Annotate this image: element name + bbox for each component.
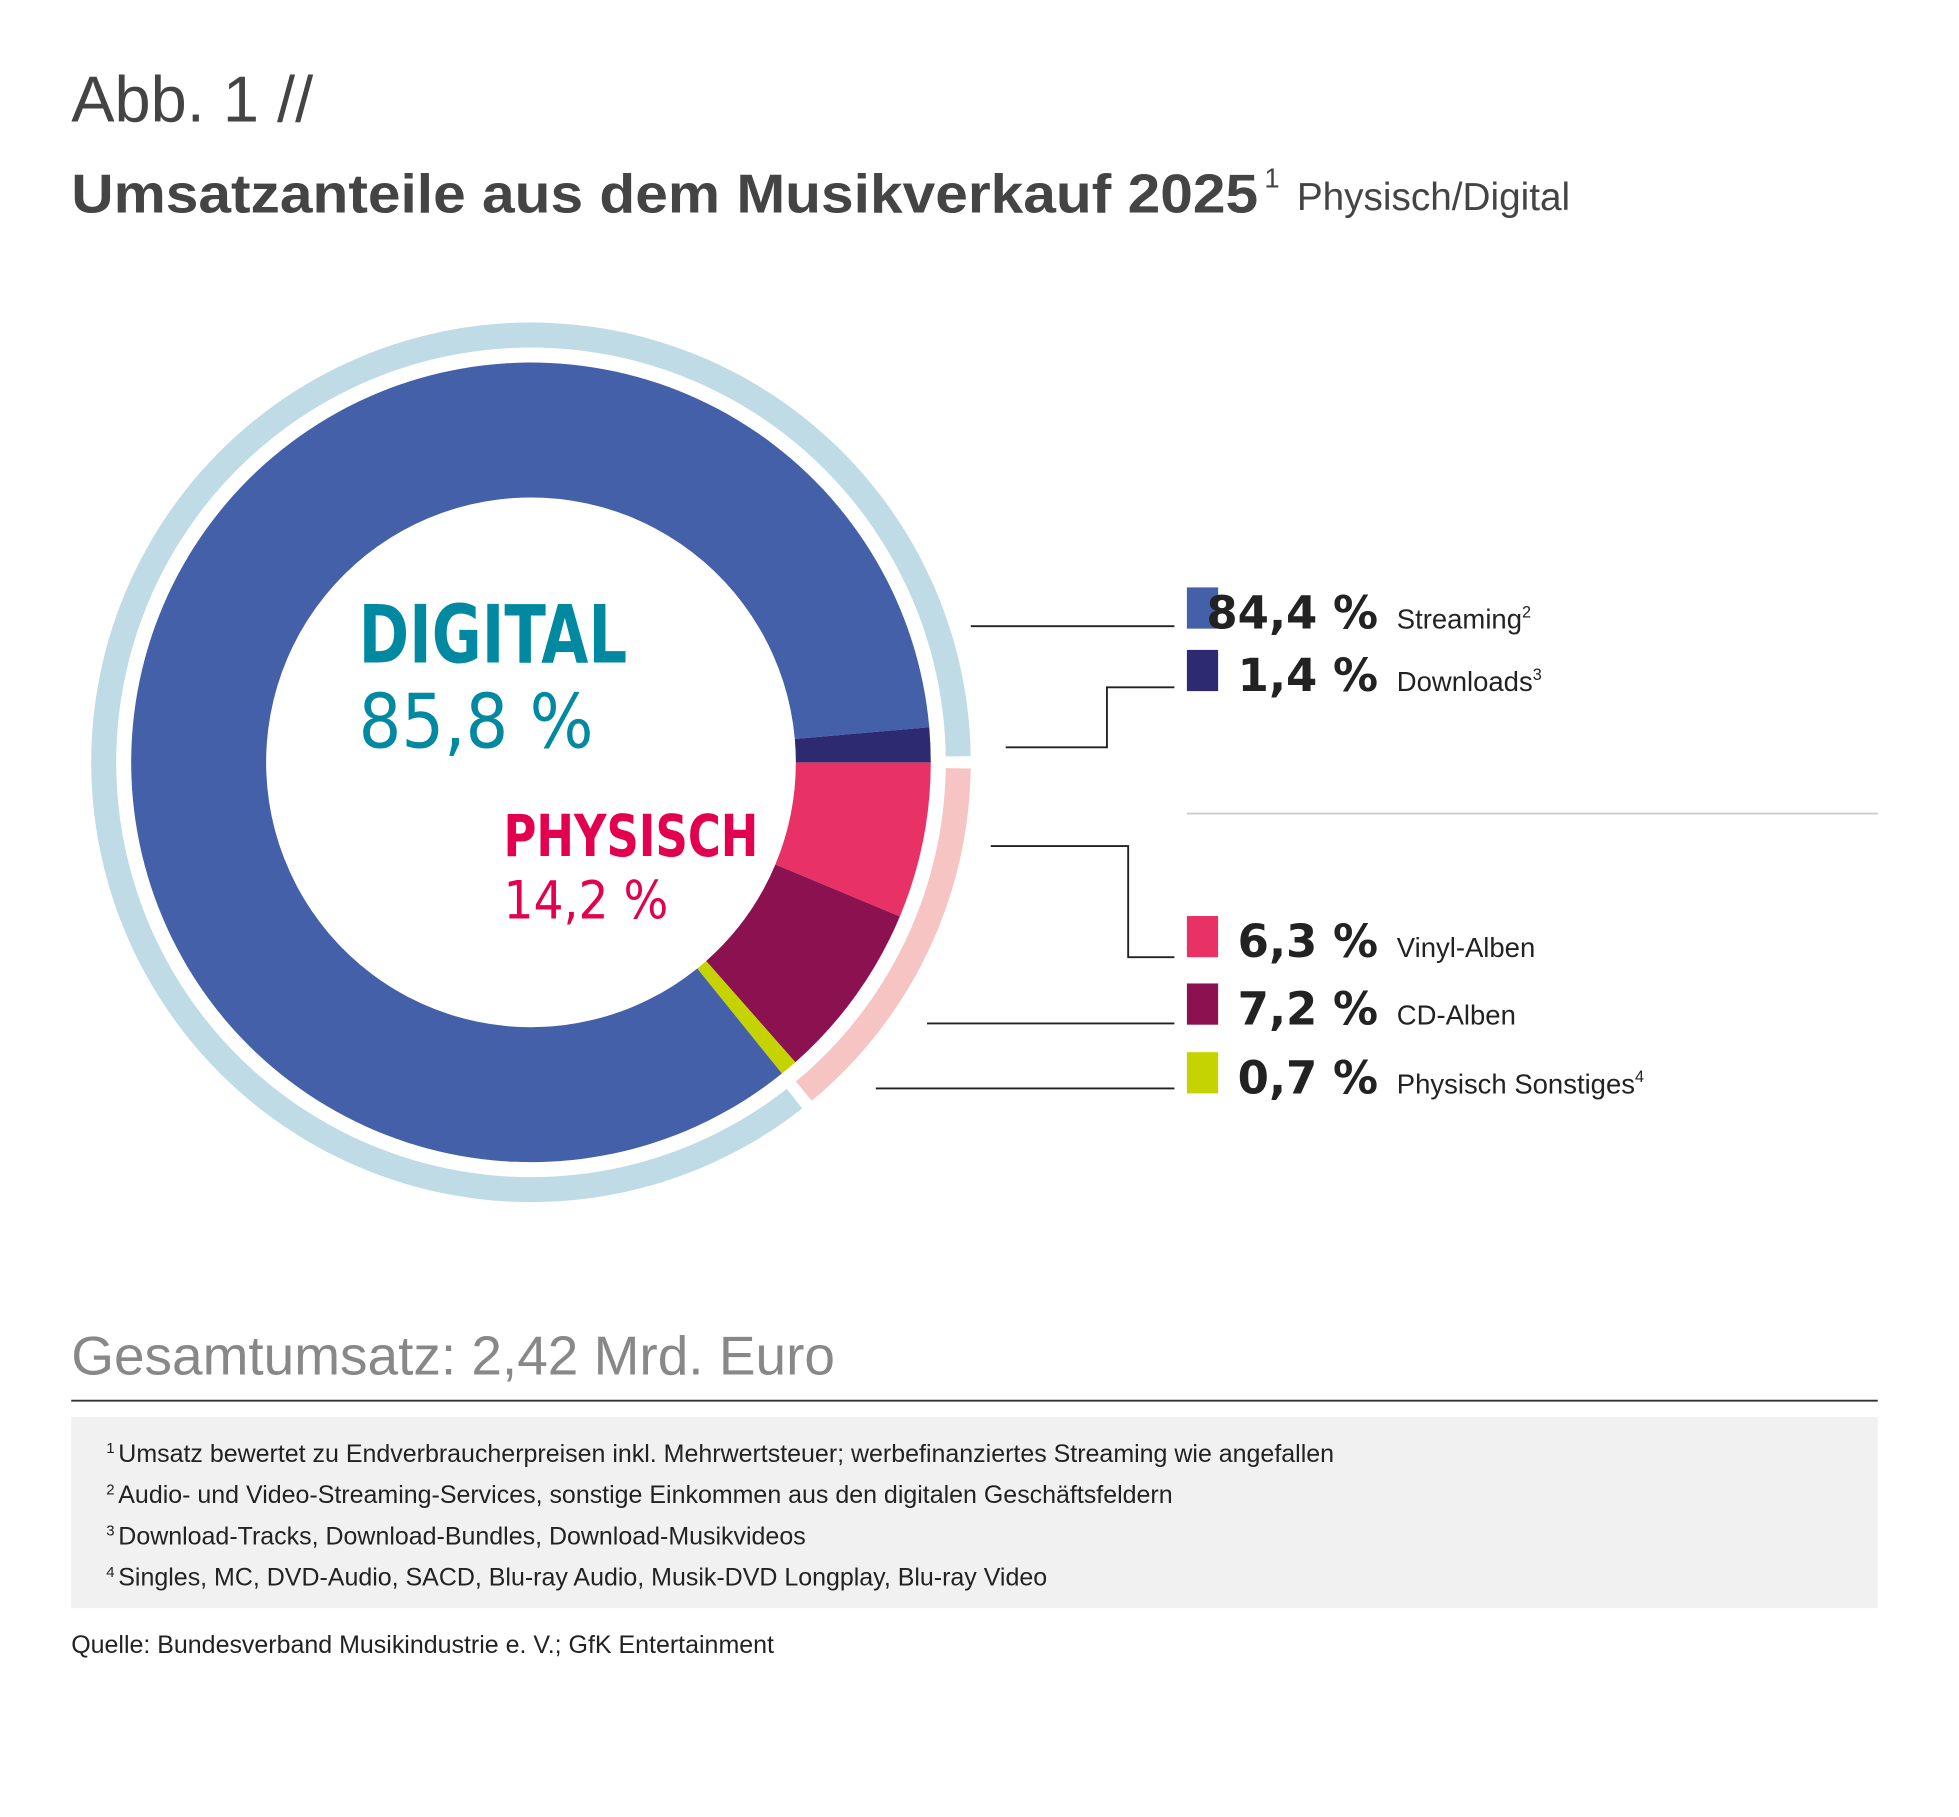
chart-subtitle: Physisch/Digital <box>1297 176 1570 219</box>
legend-value-downloads: 1,4 % <box>1238 649 1378 702</box>
source-note: Quelle: Bundesverband Musikindustrie e. … <box>71 1631 774 1659</box>
figure-label: Abb. 1 // <box>71 62 314 135</box>
legend-value-sonstiges: 0,7 % <box>1238 1051 1378 1104</box>
donut-slice-downloads <box>794 727 931 763</box>
footnote-3: 3 Download-Tracks, Download-Bundles, Down… <box>106 1522 806 1550</box>
outer-ring-physisch <box>795 768 971 1101</box>
legend-swatch-cd <box>1186 983 1219 1025</box>
donut-chart <box>91 322 971 1203</box>
legend-swatch-streaming <box>1186 587 1219 629</box>
footnote-box <box>71 1416 1878 1609</box>
footnote-4: 4 Singles, MC, DVD-Audio, SACD, Blu-ray A… <box>106 1564 1047 1592</box>
legend-label-cd: CD-Alben <box>1397 1000 1516 1031</box>
center-physisch-value: 14,2 % <box>503 870 668 931</box>
chart-title: Umsatzanteile aus dem Musikverkauf 2025 <box>71 163 1258 225</box>
legend-value-vinyl: 6,3 % <box>1238 915 1378 968</box>
legend-swatch-vinyl <box>1186 915 1219 958</box>
legend-item-streaming: 84,4 % Streaming2 <box>1186 587 1531 640</box>
legend-swatch-sonstiges <box>1186 1052 1219 1094</box>
legend-label-streaming: Streaming2 <box>1397 603 1531 634</box>
legend-item-cd: 7,2 % CD-Alben <box>1186 983 1516 1036</box>
title-footnote-marker: 1 <box>1264 163 1279 194</box>
legend-value-streaming: 84,4 % <box>1206 587 1378 640</box>
leader-lines <box>875 625 1175 1090</box>
legend-label-downloads: Downloads3 <box>1397 666 1542 697</box>
donut-slice-vinyl <box>775 762 931 917</box>
legend-item-sonstiges: 0,7 % Physisch Sonstiges4 <box>1186 1051 1644 1104</box>
legend-label-vinyl: Vinyl-Alben <box>1397 932 1535 963</box>
legend-item-downloads: 1,4 % Downloads3 <box>1186 649 1542 702</box>
center-digital-label: DIGITAL <box>359 588 628 681</box>
legend: 6,3 % Vinyl-Alben 7,2 % CD-Alben 0,7 % Physis… <box>1186 587 1644 1104</box>
donut-slice-streaming <box>131 362 930 1163</box>
leader-line-vinyl <box>990 845 1175 959</box>
legend-label-sonstiges: Physisch Sonstiges4 <box>1397 1068 1644 1099</box>
total-revenue: Gesamtumsatz: 2,42 Mrd. Euro <box>71 1325 835 1387</box>
donut-slice-cd <box>706 864 900 1063</box>
footnote-1: 1 Umsatz bewertet zu Endverbraucherpreise… <box>106 1440 1334 1468</box>
legend-item-vinyl: 6,3 % Vinyl-Alben <box>1186 915 1535 968</box>
footnotes: 1 Umsatz bewertet zu Endverbraucherpreise… <box>106 1440 1334 1592</box>
footnote-2: 2 Audio- und Video-Streaming-Services, so… <box>106 1481 1172 1509</box>
center-digital-value: 85,8 % <box>359 677 594 765</box>
center-physisch-label: PHYSISCH <box>503 803 758 870</box>
legend-swatch-downloads <box>1186 649 1219 692</box>
donut-slice-sonstiges <box>697 961 796 1074</box>
legend-value-cd: 7,2 % <box>1238 983 1378 1036</box>
leader-line-downloads <box>1005 686 1175 749</box>
